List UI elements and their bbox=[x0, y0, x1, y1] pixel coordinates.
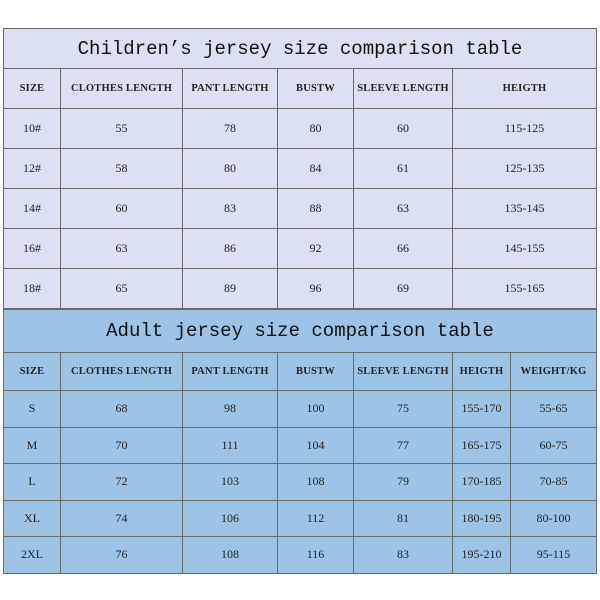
table-cell: 86 bbox=[182, 228, 278, 269]
table-cell: 63 bbox=[60, 228, 183, 269]
column-header: BUSTW bbox=[277, 352, 354, 391]
table-row: 10# 55 78 80 60 115-125 bbox=[3, 108, 597, 149]
column-header: SIZE bbox=[3, 68, 61, 109]
table-cell: S bbox=[3, 390, 61, 428]
table-cell: 180-195 bbox=[452, 499, 511, 537]
column-header: HEIGTH bbox=[452, 352, 511, 391]
table-cell: 75 bbox=[353, 390, 453, 428]
table-row: S 68 98 100 75 155-170 55-65 bbox=[3, 390, 597, 428]
table-cell: 80-100 bbox=[510, 499, 597, 537]
column-header: SLEEVE LENGTH bbox=[353, 352, 453, 391]
table-row: 2XL 76 108 116 83 195-210 95-115 bbox=[3, 536, 597, 574]
table-cell: 80 bbox=[277, 108, 354, 149]
table-cell: 2XL bbox=[3, 536, 61, 574]
table-cell: 66 bbox=[353, 228, 453, 269]
table-cell: 58 bbox=[60, 148, 183, 189]
table-cell: 81 bbox=[353, 499, 453, 537]
table-cell: 103 bbox=[182, 463, 278, 501]
table-cell: 83 bbox=[353, 536, 453, 574]
table-cell: 88 bbox=[277, 188, 354, 229]
table-cell: L bbox=[3, 463, 61, 501]
table-cell: 108 bbox=[277, 463, 354, 501]
table-cell: 104 bbox=[277, 426, 354, 464]
table-cell: 96 bbox=[277, 268, 354, 309]
table-cell: 165-175 bbox=[452, 426, 511, 464]
table-cell: 70 bbox=[60, 426, 183, 464]
column-header: CLOTHES LENGTH bbox=[60, 352, 183, 391]
table-cell: 112 bbox=[277, 499, 354, 537]
table-cell: 18# bbox=[3, 268, 61, 309]
table-cell: 135-145 bbox=[452, 188, 597, 229]
table-cell: 14# bbox=[3, 188, 61, 229]
table-cell: 83 bbox=[182, 188, 278, 229]
table-cell: 72 bbox=[60, 463, 183, 501]
children-size-table: Children’s jersey size comparison table … bbox=[3, 28, 597, 309]
table-row: 18# 65 89 96 69 155-165 bbox=[3, 268, 597, 309]
table-row: 14# 60 83 88 63 135-145 bbox=[3, 188, 597, 229]
table-cell: 92 bbox=[277, 228, 354, 269]
adult-size-table: Adult jersey size comparison table SIZE C… bbox=[3, 309, 597, 574]
table-cell: 84 bbox=[277, 148, 354, 189]
table-cell: 16# bbox=[3, 228, 61, 269]
table-cell: 115-125 bbox=[452, 108, 597, 149]
column-header: PANT LENGTH bbox=[182, 68, 278, 109]
table-cell: 80 bbox=[182, 148, 278, 189]
table-cell: 111 bbox=[182, 426, 278, 464]
table-cell: 155-170 bbox=[452, 390, 511, 428]
table-cell: 125-135 bbox=[452, 148, 597, 189]
table-cell: 65 bbox=[60, 268, 183, 309]
table-cell: M bbox=[3, 426, 61, 464]
table-cell: 55-65 bbox=[510, 390, 597, 428]
column-header: WEIGHT/KG bbox=[510, 352, 597, 391]
table-cell: 74 bbox=[60, 499, 183, 537]
table-cell: 78 bbox=[182, 108, 278, 149]
column-header: CLOTHES LENGTH bbox=[60, 68, 183, 109]
table-cell: 70-85 bbox=[510, 463, 597, 501]
table-cell: 145-155 bbox=[452, 228, 597, 269]
table-row: 16# 63 86 92 66 145-155 bbox=[3, 228, 597, 269]
table-row: M 70 111 104 77 165-175 60-75 bbox=[3, 426, 597, 464]
table-cell: 60 bbox=[353, 108, 453, 149]
table-cell: 195-210 bbox=[452, 536, 511, 574]
table-cell: 170-185 bbox=[452, 463, 511, 501]
table-cell: 108 bbox=[182, 536, 278, 574]
table-cell: 98 bbox=[182, 390, 278, 428]
table-cell: 61 bbox=[353, 148, 453, 189]
adult-table-title: Adult jersey size comparison table bbox=[3, 309, 597, 353]
column-header: SLEEVE LENGTH bbox=[353, 68, 453, 109]
table-cell: 69 bbox=[353, 268, 453, 309]
table-cell: 10# bbox=[3, 108, 61, 149]
table-cell: 12# bbox=[3, 148, 61, 189]
column-header: HEIGTH bbox=[452, 68, 597, 109]
table-cell: 68 bbox=[60, 390, 183, 428]
column-header: PANT LENGTH bbox=[182, 352, 278, 391]
table-cell: 100 bbox=[277, 390, 354, 428]
table-cell: 55 bbox=[60, 108, 183, 149]
table-cell: 155-165 bbox=[452, 268, 597, 309]
table-cell: 95-115 bbox=[510, 536, 597, 574]
table-cell: 79 bbox=[353, 463, 453, 501]
column-header: BUSTW bbox=[277, 68, 354, 109]
table-row: XL 74 106 112 81 180-195 80-100 bbox=[3, 499, 597, 537]
table-cell: 106 bbox=[182, 499, 278, 537]
table-cell: 60-75 bbox=[510, 426, 597, 464]
table-cell: 63 bbox=[353, 188, 453, 229]
table-cell: 76 bbox=[60, 536, 183, 574]
table-row: L 72 103 108 79 170-185 70-85 bbox=[3, 463, 597, 501]
column-header: SIZE bbox=[3, 352, 61, 391]
table-cell: 89 bbox=[182, 268, 278, 309]
table-cell: 77 bbox=[353, 426, 453, 464]
table-cell: 116 bbox=[277, 536, 354, 574]
children-table-title: Children’s jersey size comparison table bbox=[3, 28, 597, 69]
table-cell: XL bbox=[3, 499, 61, 537]
table-row: 12# 58 80 84 61 125-135 bbox=[3, 148, 597, 189]
table-cell: 60 bbox=[60, 188, 183, 229]
